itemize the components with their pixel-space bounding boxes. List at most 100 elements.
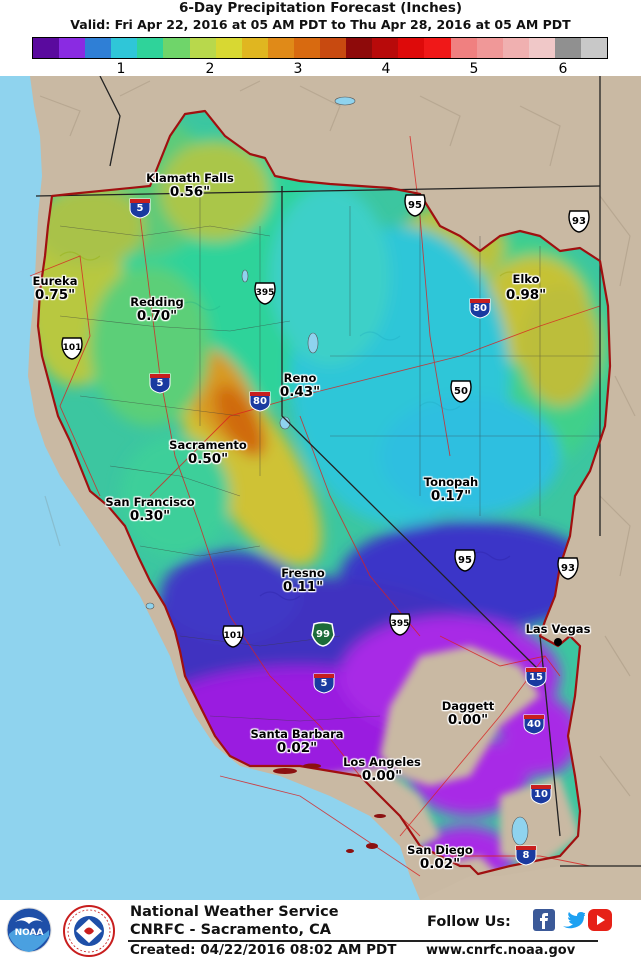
city-daggett: Daggett 0.00" [441,699,495,728]
interstate-5-shield-north: 5 [128,197,152,219]
legend-swatch-5 [163,38,190,58]
us-route-shield-icon [404,194,426,217]
interstate-shield-icon [149,373,171,394]
interstate-10-shield: 10 [529,783,553,805]
legend-swatch-21 [580,38,608,58]
interstate-40-shield: 40 [522,713,546,735]
legend-swatch-20 [554,38,581,58]
legend-swatch-11 [320,38,347,58]
precipitation-map[interactable]: Klamath Falls 0.56" Eureka 0.75" Redding 0.… [0,76,641,900]
legend-tick-5: 5 [469,61,479,77]
us-101-shield-north: 101 [60,336,84,360]
legend-swatch-3 [111,38,138,58]
channel-islands [273,763,386,853]
legend-swatch-8 [241,38,268,58]
legend-swatch-17 [476,38,503,58]
legend-tick-2: 2 [205,61,215,77]
legend-swatch-7 [215,38,242,58]
city-redding: Redding 0.70" [130,295,184,324]
city-san-diego: San Diego 0.02" [407,843,473,872]
us-route-shield-icon [557,557,579,580]
us-93-shield-north: 93 [567,209,591,233]
nws-seal[interactable] [62,904,116,958]
us-93-shield-south: 93 [556,556,580,580]
city-tonopah: Tonopah 0.17" [423,475,479,504]
city-reno: Reno 0.43" [279,371,321,400]
noaa-logo-text: NOAA [15,928,44,938]
mexico-land [420,866,641,900]
us-395-shield-north: 395 [253,281,277,305]
legend-swatch-14 [398,38,425,58]
interstate-shield-icon [530,784,552,805]
ca-99-shield: 99 [310,621,336,647]
map-title: 6-Day Precipitation Forecast (Inches) [178,0,463,16]
website-url[interactable]: www.cnrfc.noaa.gov [426,943,576,958]
city-klamath-falls: Klamath Falls 0.56" [146,171,234,200]
created-timestamp: Created: 04/22/2016 08:02 AM PDT [130,942,397,958]
us-50-shield: 50 [449,379,473,403]
legend-tick-6: 6 [558,61,568,77]
legend-swatch-9 [267,38,294,58]
county-lines [59,196,600,722]
legend-swatch-16 [450,38,477,58]
us-95-shield-north: 95 [403,193,427,217]
map-canvas [0,76,641,900]
lakes [145,96,529,846]
legend-swatch-6 [189,38,216,58]
city-san-francisco: San Francisco 0.30" [105,495,195,524]
twitter-icon[interactable] [561,909,586,931]
las-vegas-dot [554,638,562,646]
us-route-shield-icon [389,613,411,636]
interstate-shield-icon [525,667,547,688]
color-legend-bar [32,37,608,59]
legend-swatch-1 [59,38,86,58]
city-santa-barbara: Santa Barbara 0.02" [250,727,344,756]
us-395-shield-south: 395 [388,612,412,636]
legend-swatch-10 [293,38,321,58]
interstate-80-shield-west: 80 [248,390,272,412]
interstate-5-shield-redding: 5 [148,372,172,394]
footer: NOAA National Weather Service CNRFC - Sa… [0,900,641,960]
us-route-shield-icon [568,210,590,233]
legend-tick-3: 3 [293,61,303,77]
follow-us-label: Follow Us: [427,914,511,930]
interstate-shield-icon [129,198,151,219]
state-lines [35,76,641,867]
legend-swatch-4 [137,38,164,58]
youtube-icon[interactable] [588,909,612,931]
interstate-shield-icon [469,298,491,319]
legend-swatch-13 [372,38,399,58]
legend-swatch-2 [85,38,112,58]
relief-texture [39,80,636,797]
city-elko: Elko [512,272,540,286]
city-fresno: Fresno 0.11" [281,566,325,595]
valid-period: Valid: Fri Apr 22, 2016 at 05 AM PDT to … [70,17,571,32]
legend-swatch-0 [33,38,60,58]
legend-swatch-12 [346,38,373,58]
us-route-shield-icon [254,282,276,305]
interstate-8-shield: 8 [514,844,538,866]
facebook-icon[interactable] [533,909,555,931]
us-route-shield-icon [454,549,476,572]
city-sacramento: Sacramento 0.50" [169,438,247,467]
us-route-shield-icon [222,625,244,648]
us-route-shield-icon [61,337,83,360]
noaa-logo[interactable]: NOAA [5,906,53,954]
legend-swatch-15 [424,38,451,58]
footer-divider [128,940,598,942]
interstate-80-shield-east: 80 [468,297,492,319]
legend-tick-4: 4 [381,61,391,77]
office-name: CNRFC - Sacramento, CA [130,922,331,938]
state-route-shield-icon [311,621,335,647]
interstate-shield-icon [249,391,271,412]
forecast-boundary [36,109,612,876]
city-las-vegas: Las Vegas [525,622,591,636]
city-los-angeles: Los Angeles 0.00" [343,755,421,784]
us-101-shield-south: 101 [221,624,245,648]
legend-tick-1: 1 [116,61,126,77]
interstate-shield-icon [515,845,537,866]
legend-swatch-19 [528,38,555,58]
legend-swatch-18 [502,38,529,58]
interstate-shield-icon [313,673,335,694]
